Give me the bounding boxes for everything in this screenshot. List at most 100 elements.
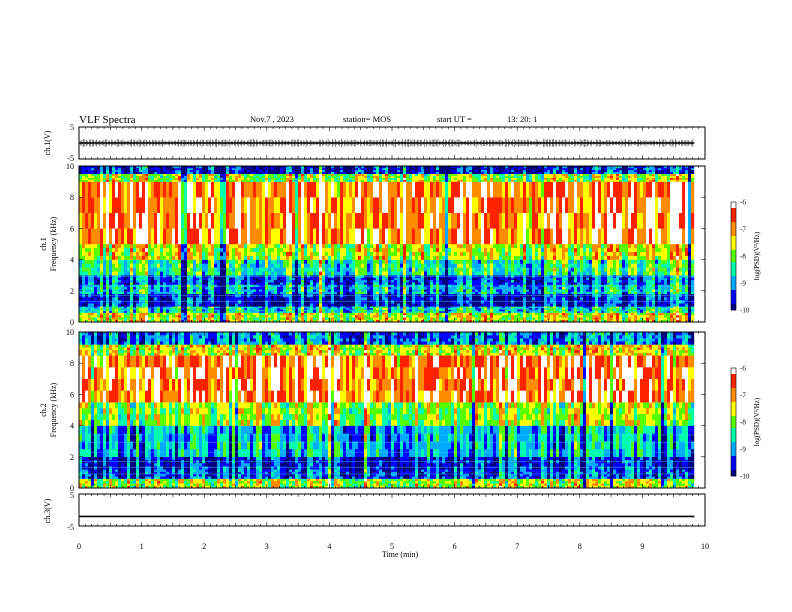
spectrogram-cell xyxy=(214,303,218,307)
spectrogram-cell xyxy=(382,181,386,198)
spectrogram-cell xyxy=(145,297,149,301)
spectrogram-cell xyxy=(400,263,404,268)
spectrogram-cell xyxy=(175,289,179,292)
spectrogram-cell xyxy=(280,317,284,320)
spectrogram-cell xyxy=(259,197,263,213)
spectrogram-cell xyxy=(211,263,215,268)
spectrogram-cell xyxy=(364,303,368,307)
spectrogram-cell xyxy=(193,179,197,182)
spectrogram-cell xyxy=(190,173,194,176)
spectrogram-cell xyxy=(400,173,404,176)
spectrogram-cell xyxy=(334,303,338,307)
spectrogram-cell xyxy=(142,251,146,256)
spectrogram-cell xyxy=(331,311,335,313)
spectrogram-cell xyxy=(325,277,329,281)
spectrogram-cell xyxy=(292,181,296,198)
spectrogram-cell xyxy=(181,307,185,310)
spectrogram-cell xyxy=(244,309,248,312)
spectrogram-cell xyxy=(373,282,377,285)
spectrogram-cell xyxy=(154,173,158,176)
spectrogram-cell xyxy=(316,181,320,198)
spectrogram-cell xyxy=(184,263,188,268)
spectrogram-cell xyxy=(277,177,281,180)
spectrogram-cell xyxy=(223,173,227,176)
spectrogram-cell xyxy=(172,247,176,252)
spectrogram-cell xyxy=(349,255,353,260)
spectrogram-cell xyxy=(94,212,98,229)
spectrogram-cell xyxy=(256,247,260,252)
spectrogram-cell xyxy=(385,306,389,309)
spectrogram-cell xyxy=(355,319,359,323)
spectrogram-cell xyxy=(190,255,194,260)
spectrogram-cell xyxy=(124,259,128,264)
spectrogram-cell xyxy=(262,275,266,278)
spectrogram-cell xyxy=(133,247,137,252)
spectrogram-cell xyxy=(301,275,305,278)
spectrogram-cell xyxy=(382,169,386,173)
spectrogram-cell xyxy=(403,277,407,281)
spectrogram-cell xyxy=(211,212,215,229)
spectrogram-cell xyxy=(280,286,284,290)
spectrogram-cell xyxy=(169,309,173,312)
spectrogram-cell xyxy=(376,317,380,320)
spectrogram-cell xyxy=(331,307,335,310)
spectrogram-cell xyxy=(106,303,110,307)
spectrogram-cell xyxy=(298,307,302,310)
spectrogram-cell xyxy=(211,279,215,283)
spectrogram-cell xyxy=(232,279,236,283)
spectrogram-cell xyxy=(346,271,350,276)
spectrogram-cell xyxy=(208,175,212,178)
spectrogram-cell xyxy=(217,307,221,310)
spectrogram-cell xyxy=(382,312,386,316)
spectrogram-cell xyxy=(103,244,107,249)
spectrogram-cell xyxy=(289,312,293,316)
spectrogram-cell xyxy=(391,282,395,285)
spectrogram-cell xyxy=(364,297,368,301)
spectrogram-cell xyxy=(331,212,335,229)
spectrogram-cell xyxy=(223,311,227,313)
spectrogram-cell xyxy=(220,197,224,213)
spectrogram-cell xyxy=(373,284,377,288)
spectrogram-cell xyxy=(106,197,110,213)
spectrogram-cell xyxy=(280,179,284,182)
spectrogram-cell xyxy=(283,297,287,301)
spectrogram-cell xyxy=(82,314,86,318)
spectrogram-cell xyxy=(187,314,191,318)
spectrogram-cell xyxy=(187,311,191,313)
spectrogram-cell xyxy=(244,291,248,295)
spectrogram-cell xyxy=(358,282,362,285)
spectrogram-cell xyxy=(307,171,311,174)
spectrogram-cell xyxy=(94,169,98,173)
spectrogram-cell xyxy=(400,167,404,171)
spectrogram-cell xyxy=(193,311,197,313)
spectrogram-cell xyxy=(94,167,98,171)
spectrogram-cell xyxy=(388,169,392,173)
spectrogram-cell xyxy=(319,251,323,256)
spectrogram-cell xyxy=(322,277,326,281)
spectrogram-cell xyxy=(379,275,383,278)
spectrogram-cell xyxy=(166,297,170,301)
spectrogram-cell xyxy=(232,271,236,276)
spectrogram-cell xyxy=(181,282,185,285)
spectrogram-cell xyxy=(316,247,320,252)
spectrogram-cell xyxy=(97,169,101,173)
spectrogram-cell xyxy=(277,279,281,283)
spectrogram-cell xyxy=(235,251,239,256)
spectrogram-cell xyxy=(199,303,203,307)
spectrogram-cell xyxy=(400,171,404,174)
spectrogram-cell xyxy=(394,279,398,283)
spectrogram-cell xyxy=(400,177,404,180)
spectrogram-cell xyxy=(328,244,332,249)
spectrogram-cell xyxy=(109,251,113,256)
spectrogram-cell xyxy=(310,263,314,268)
spectrogram-cell xyxy=(190,297,194,301)
spectrogram-cell xyxy=(178,275,182,278)
spectrogram-cell xyxy=(277,275,281,278)
spectrogram-cell xyxy=(202,307,206,310)
spectrogram-cell xyxy=(337,247,341,252)
spectrogram-cell xyxy=(163,282,167,285)
spectrogram-cell xyxy=(247,277,251,281)
spectrogram-cell xyxy=(178,271,182,276)
spectrogram-cell xyxy=(217,314,221,318)
spectrogram-cell xyxy=(196,197,200,213)
